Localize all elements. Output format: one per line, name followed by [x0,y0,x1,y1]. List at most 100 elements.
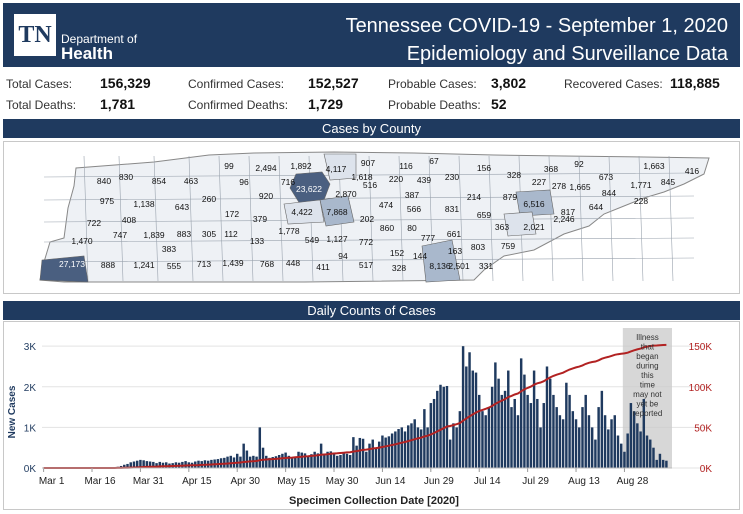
bar-daily-cases [504,391,506,468]
bar-daily-cases [262,448,264,468]
bar-daily-cases [384,438,386,468]
bar-daily-cases [546,366,548,468]
bar-daily-cases [346,454,348,468]
county-value-label: 907 [361,158,375,168]
county-value-label: 172 [225,209,239,219]
bar-daily-cases [349,455,351,468]
bar-daily-cases [588,415,590,468]
bar-daily-cases [562,419,564,468]
county-value-label: 768 [260,259,274,269]
county-value-label: 156 [477,163,491,173]
bar-daily-cases [594,440,596,468]
county-value-label: 260 [202,194,216,204]
county-value-label: 566 [407,204,421,214]
bar-daily-cases [423,409,425,468]
county-value-label: 1,771 [630,180,652,190]
x-tick-label: May 30 [326,476,359,487]
bar-daily-cases [462,346,464,468]
probable-deaths-label: Probable Deaths: [388,98,481,112]
county-value-label: 92 [574,159,584,169]
y-axis-label: New Cases [7,385,18,438]
county-value-label: 883 [177,229,191,239]
county-value-label: 363 [495,222,509,232]
county-value-label: 94 [338,251,348,261]
county-value-label: 6,516 [523,199,545,209]
county-value-label: 4,422 [291,207,313,217]
x-tick-label: May 15 [277,476,310,487]
county-value-label: 1,892 [290,161,312,171]
x-tick-label: Jul 29 [522,476,549,487]
bar-daily-cases [420,429,422,468]
bar-daily-cases [639,431,641,468]
bar-daily-cases [555,407,557,468]
bar-daily-cases [633,411,635,468]
county-value-label: 831 [445,204,459,214]
county-value-label: 1,241 [133,260,155,270]
bar-daily-cases [410,423,412,468]
county-value-label: 379 [253,214,267,224]
county-value-label: 2,494 [255,163,277,173]
bar-daily-cases [575,419,577,468]
bar-daily-cases [291,457,293,468]
bar-daily-cases [617,436,619,468]
bar-daily-cases [655,460,657,468]
county-value-label: 116 [399,161,413,171]
y-tick-label: 1K [24,423,37,434]
bar-daily-cases [565,383,567,468]
bar-daily-cases [494,362,496,468]
bar-daily-cases [659,454,661,468]
bar-daily-cases [417,427,419,468]
bar-daily-cases [626,433,628,468]
bar-daily-cases [478,395,480,468]
bar-daily-cases [372,440,374,468]
county-value-label: 844 [602,188,616,198]
probable-cases-label: Probable Cases: [388,77,477,91]
bar-daily-cases [501,395,503,468]
bar-daily-cases [413,419,415,468]
county-value-label: 920 [259,191,273,201]
county-value-label: 67 [429,156,439,166]
bar-daily-cases [491,387,493,468]
county-value-label: 96 [239,177,249,187]
bar-daily-cases [336,456,338,468]
bar-daily-cases [497,379,499,468]
bar-daily-cases [394,431,396,468]
bar-daily-cases [578,427,580,468]
bar-daily-cases [381,436,383,468]
bar-daily-cases [342,453,344,468]
bar-daily-cases [404,431,406,468]
confirmed-deaths-value: 1,729 [308,96,343,112]
county-value-label: 1,439 [222,258,244,268]
county-value-label: 80 [407,223,417,233]
county-value-label: 879 [503,192,517,202]
x-tick-label: Aug 28 [617,476,649,487]
county-value-label: 549 [305,235,319,245]
bar-daily-cases [665,461,667,468]
county-value-label: 673 [599,172,613,182]
bar-daily-cases [259,427,261,468]
county-value-label: 1,127 [326,234,348,244]
y-tick-label: 2K [24,383,37,394]
county-value-label: 7,868 [326,207,348,217]
page-title: Tennessee COVID-19 - September 1, 2020 [346,14,728,38]
county-value-label: 1,839 [143,230,165,240]
bar-daily-cases [517,415,519,468]
county-value-label: 517 [359,260,373,270]
bar-daily-cases [459,411,461,468]
county-value-label: 1,470 [71,236,93,246]
bar-daily-cases [242,444,244,468]
bar-daily-cases [526,395,528,468]
x-tick-label: Aug 13 [568,476,600,487]
bar-daily-cases [391,433,393,468]
bar-daily-cases [549,379,551,468]
y2-tick-label: 50K [694,423,712,434]
bar-daily-cases [362,439,364,468]
bar-daily-cases [584,395,586,468]
county-value-label: 387 [405,190,419,200]
bar-daily-cases [397,429,399,468]
county-value-label: 1,138 [133,199,155,209]
y2-tick-label: 0K [700,464,713,475]
